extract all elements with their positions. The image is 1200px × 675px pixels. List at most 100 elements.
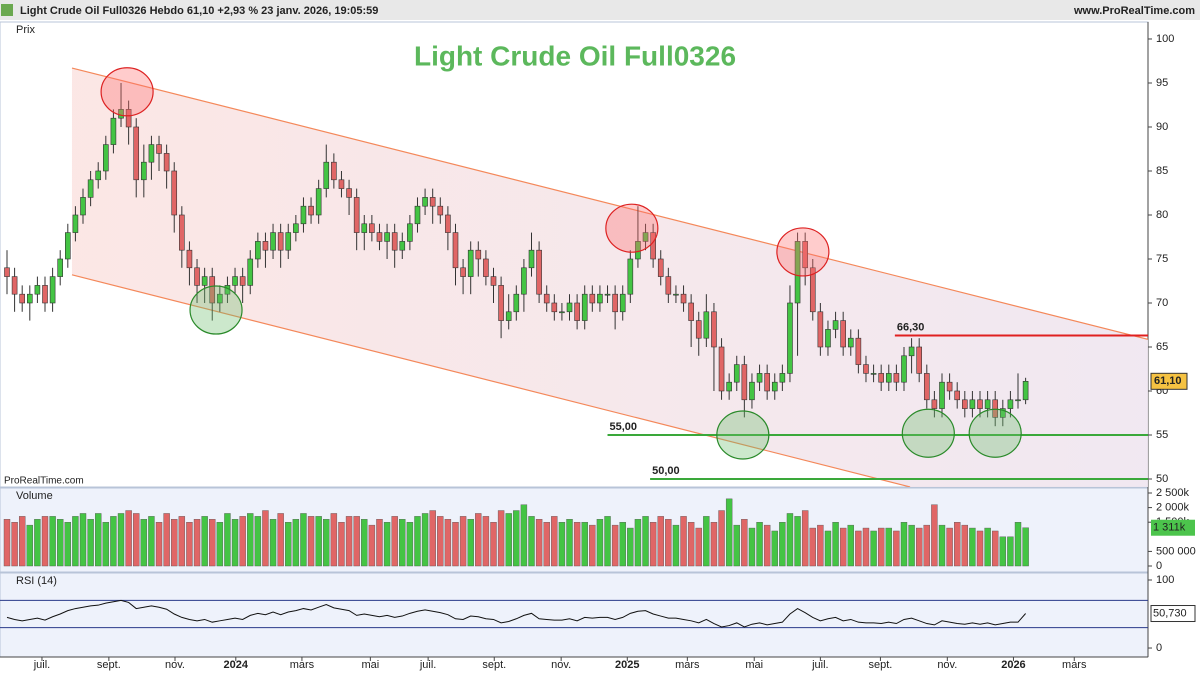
candle-body bbox=[794, 241, 801, 304]
candle-body bbox=[635, 241, 641, 260]
volume-bar bbox=[41, 516, 49, 567]
candle-body bbox=[201, 276, 208, 286]
volume-bar bbox=[1022, 527, 1029, 567]
candle-body bbox=[346, 188, 352, 198]
volume-bar bbox=[140, 519, 148, 567]
y-tick-label: 50 bbox=[1156, 473, 1168, 485]
volume-bar bbox=[148, 516, 155, 567]
y-tick-label: 80 bbox=[1156, 209, 1168, 221]
watermark: ProRealTime.com bbox=[4, 476, 84, 487]
volume-bar bbox=[34, 519, 41, 567]
x-tick-label: mars bbox=[290, 659, 315, 671]
level-label: 50,00 bbox=[652, 465, 680, 477]
candle-body bbox=[361, 223, 368, 233]
volume-bar bbox=[216, 522, 224, 567]
volume-bar bbox=[809, 527, 816, 567]
candle-body bbox=[490, 276, 497, 286]
candle-body bbox=[680, 293, 687, 304]
y-tick-label: 90 bbox=[1156, 121, 1168, 133]
candle-body bbox=[445, 214, 451, 233]
candle-body bbox=[863, 364, 869, 374]
candle-body bbox=[908, 346, 915, 357]
volume-bar bbox=[490, 522, 497, 567]
icon bbox=[1, 4, 13, 16]
volume-bar bbox=[931, 504, 938, 567]
volume-bar bbox=[832, 522, 839, 567]
highlight-circle bbox=[716, 410, 770, 460]
volume-bar bbox=[657, 516, 664, 567]
volume-bar bbox=[262, 510, 269, 567]
candle-body bbox=[422, 197, 428, 207]
candle-body bbox=[1000, 408, 1006, 418]
y-tick-label: 65 bbox=[1156, 341, 1168, 353]
volume-bar bbox=[710, 522, 718, 567]
panel-label: Prix bbox=[16, 24, 35, 36]
volume-bar bbox=[733, 524, 740, 567]
candle-body bbox=[19, 293, 25, 304]
volume-bar bbox=[345, 516, 353, 567]
candle-body bbox=[452, 232, 459, 269]
candle-body bbox=[232, 276, 238, 286]
volume-bar bbox=[680, 516, 687, 567]
volume-bar bbox=[338, 522, 345, 567]
x-tick-label: juil. bbox=[419, 659, 437, 671]
volume-bar bbox=[513, 510, 520, 567]
volume-bar bbox=[558, 522, 566, 567]
candle-body bbox=[407, 223, 413, 242]
candle-body bbox=[893, 373, 900, 383]
candle-body bbox=[194, 267, 200, 286]
volume-bar bbox=[763, 524, 771, 567]
candle-body bbox=[11, 276, 18, 295]
volume-bar bbox=[133, 513, 140, 567]
candle-body bbox=[581, 293, 588, 321]
volume-bar bbox=[353, 516, 360, 567]
candle-body bbox=[984, 399, 991, 409]
volume-bar bbox=[163, 513, 170, 567]
candle-body bbox=[847, 337, 854, 348]
level-label: 55,00 bbox=[610, 421, 638, 433]
y-tick-label: 85 bbox=[1156, 165, 1168, 177]
volume-bar bbox=[3, 519, 11, 567]
volume-bar bbox=[794, 516, 801, 567]
x-tick-label: sept. bbox=[482, 659, 506, 671]
candle-body bbox=[901, 355, 907, 383]
highlight-circle bbox=[189, 285, 243, 335]
candle-body bbox=[300, 205, 307, 225]
volume-bar bbox=[862, 527, 870, 567]
volume-bar bbox=[946, 527, 953, 567]
volume-bar bbox=[307, 516, 315, 567]
candle-body bbox=[217, 293, 223, 304]
volume-bar bbox=[649, 522, 657, 567]
candle-body bbox=[42, 285, 48, 304]
y-tick-label: 2 000k bbox=[1156, 502, 1190, 514]
candle-body bbox=[103, 144, 109, 172]
candle-body bbox=[323, 161, 330, 189]
volume-bar bbox=[573, 522, 581, 567]
x-tick-label: nov. bbox=[937, 659, 957, 671]
candle-body bbox=[34, 285, 41, 295]
volume-bar bbox=[475, 513, 482, 567]
candle-body bbox=[733, 364, 740, 383]
volume-bar bbox=[361, 519, 368, 567]
candle-body bbox=[384, 232, 390, 242]
x-tick-label: mai bbox=[361, 659, 379, 671]
highlight-circle bbox=[968, 408, 1022, 458]
candle-body bbox=[536, 249, 542, 295]
candle-body bbox=[399, 241, 406, 251]
volume-bar bbox=[497, 510, 505, 567]
candle-body bbox=[802, 241, 808, 269]
candle-body bbox=[840, 320, 846, 348]
y-tick-label: 0 bbox=[1156, 642, 1162, 654]
candle-body bbox=[80, 197, 86, 216]
volume-bar bbox=[908, 524, 915, 567]
volume-bar bbox=[406, 522, 414, 567]
candle-body bbox=[391, 232, 398, 251]
y-tick-label: 0 bbox=[1156, 560, 1162, 572]
candle-body bbox=[262, 241, 269, 251]
volume-bar bbox=[376, 519, 383, 567]
volume-bar bbox=[543, 522, 550, 567]
volume-bar bbox=[209, 519, 216, 567]
x-tick-label: 2025 bbox=[615, 659, 639, 671]
volume-bar bbox=[551, 516, 558, 567]
candle-body bbox=[4, 267, 10, 277]
